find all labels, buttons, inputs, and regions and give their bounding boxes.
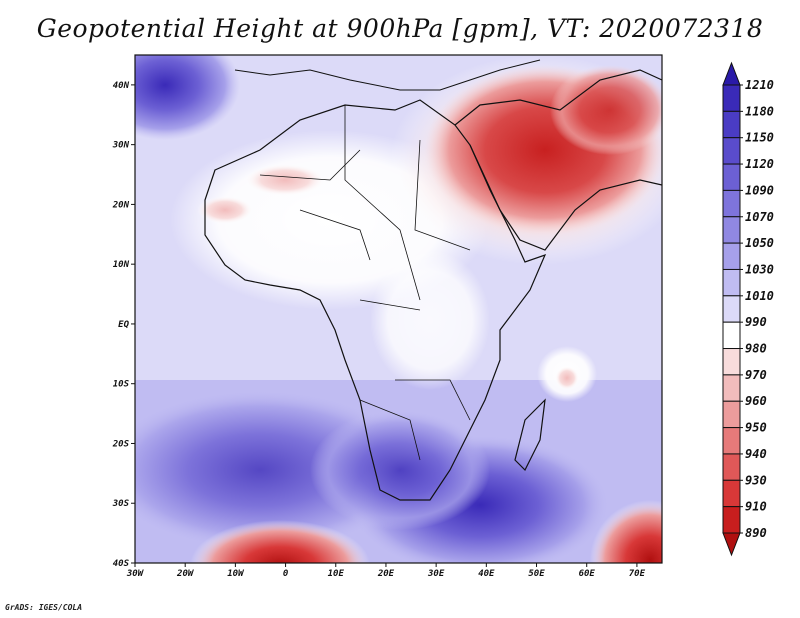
y-tick-label: 40S — [113, 559, 130, 569]
colorbar-box — [722, 374, 741, 402]
colorbar-label: 940 — [745, 447, 767, 461]
colorbar-label: 930 — [745, 473, 767, 487]
y-tick-label: 40N — [113, 81, 130, 91]
colorbar-label: 1120 — [745, 157, 774, 171]
colorbar-label: 960 — [745, 394, 767, 408]
field-sahel-pink — [245, 164, 325, 196]
field-central-white — [370, 250, 490, 390]
field-iran-low — [550, 65, 662, 155]
y-tick-label: 30S — [112, 499, 130, 509]
field-south-indian-low — [590, 500, 662, 563]
colorbar-label: 970 — [745, 368, 767, 382]
x-tick-label: 20W — [176, 569, 195, 579]
y-tick-label: EQ — [118, 320, 129, 330]
x-tick-label: 40E — [478, 569, 495, 579]
colorbar: 1210 1180 1150 1120 1090 1070 1050 1030 1010 990 9… — [722, 61, 774, 557]
x-tick-label: 50E — [528, 569, 545, 579]
x-tick-label: 30W — [126, 569, 145, 579]
colorbar-box — [722, 216, 741, 244]
colorbar-label: 1050 — [745, 236, 774, 250]
colorbar-box — [722, 321, 741, 350]
colorbar-box — [722, 137, 741, 165]
colorbar-top-triangle — [722, 61, 741, 86]
x-tick-label: 10W — [227, 569, 245, 579]
colorbar-box — [722, 163, 741, 191]
colorbar-label: 950 — [745, 421, 767, 435]
colorbar-box — [722, 110, 741, 139]
madagascar-coastline — [514, 398, 546, 472]
colorbar-label: 910 — [745, 500, 767, 514]
x-tick-label: 60E — [579, 569, 596, 579]
colorbar-label: 1180 — [745, 104, 774, 118]
y-tick-label: 30N — [112, 141, 130, 151]
colorbar-box — [722, 242, 741, 270]
x-tick-label: 70E — [629, 569, 646, 579]
x-axis-ticks: 30W 20W 10W 0 10E 20E 30E 40E 50E 60E 70E — [126, 563, 646, 579]
colorbar-label: 1030 — [745, 262, 774, 276]
x-tick-label: 30E — [427, 569, 445, 579]
colorbar-box — [722, 348, 741, 376]
chart-title: Geopotential Height at 900hPa [gpm], VT:… — [36, 14, 764, 43]
country-borders — [259, 105, 471, 461]
y-axis-ticks: 40N 30N 20N 10N EQ 10S 20S 30S 40S — [112, 81, 135, 569]
colorbar-bottom-triangle — [722, 532, 741, 557]
colorbar-box — [722, 453, 741, 481]
colorbar-label: 980 — [745, 342, 767, 356]
colorbar-box — [722, 189, 741, 218]
field-west-pink — [197, 196, 253, 224]
geopotential-field — [135, 55, 662, 563]
colorbar-label: 1210 — [745, 78, 774, 92]
colorbar-label: 1010 — [745, 289, 774, 303]
x-tick-label: 0 — [283, 569, 289, 579]
europe-coastline — [234, 59, 541, 91]
colorbar-box — [722, 268, 741, 297]
field-indian-ocean-low — [555, 366, 579, 390]
y-tick-label: 20N — [112, 200, 130, 210]
x-tick-label: 10E — [328, 569, 345, 579]
y-tick-label: 10S — [113, 380, 130, 390]
y-tick-label: 20S — [112, 439, 130, 449]
colorbar-box — [722, 400, 741, 429]
colorbar-box — [722, 427, 741, 455]
field-atlantic-high — [135, 55, 240, 140]
map-frame — [134, 54, 663, 564]
colorbar-box — [722, 84, 741, 112]
colorbar-box — [722, 479, 741, 508]
colorbar-label: 1150 — [745, 131, 774, 145]
x-tick-label: 20E — [377, 569, 395, 579]
mideast-coastline — [454, 69, 662, 251]
y-tick-label: 10N — [113, 260, 130, 270]
colorbar-label: 890 — [745, 526, 767, 540]
colorbar-label: 990 — [745, 315, 767, 329]
colorbar-box — [722, 295, 741, 323]
africa-coastline — [204, 99, 547, 501]
colorbar-label: 1090 — [745, 183, 774, 197]
field-south-atlantic-low — [190, 520, 370, 563]
credit-text: GrADS: IGES/COLA — [5, 603, 83, 612]
colorbar-box — [722, 506, 741, 534]
field-southern-africa-blue — [310, 410, 490, 530]
colorbar-label: 1070 — [745, 210, 774, 224]
